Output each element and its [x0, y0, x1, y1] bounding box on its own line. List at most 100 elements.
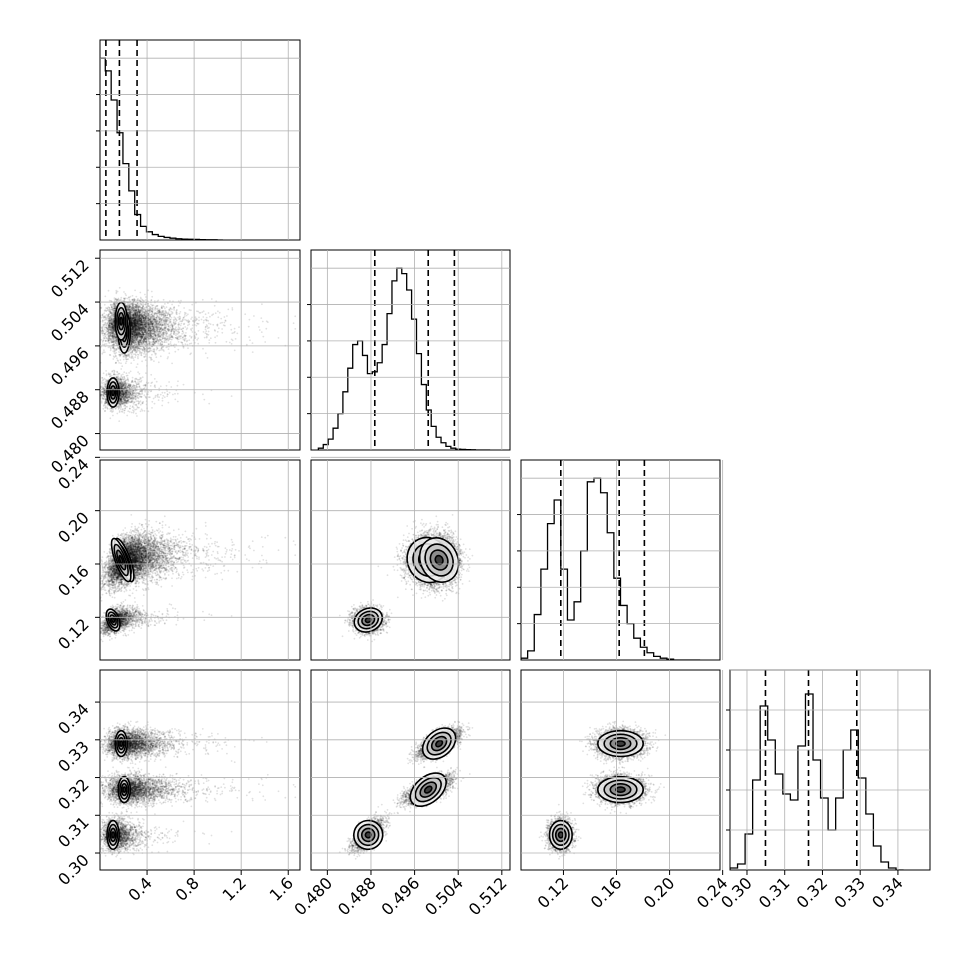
scatter-point: [139, 339, 142, 341]
scatter-point: [153, 300, 156, 302]
scatter-point: [101, 314, 104, 317]
scatter-point: [137, 298, 139, 300]
scatter-point: [113, 329, 115, 332]
scatter-point: [132, 331, 134, 333]
scatter-point: [224, 319, 227, 322]
scatter-point: [141, 315, 144, 318]
scatter-point: [145, 340, 148, 343]
scatter-point: [245, 343, 248, 346]
scatter-point: [132, 335, 135, 338]
scatter-point: [131, 379, 134, 382]
scatter-point: [181, 343, 184, 346]
scatter-point: [128, 308, 130, 311]
scatter-point: [141, 306, 144, 309]
scatter-point: [160, 319, 163, 321]
scatter-point: [176, 330, 179, 333]
scatter-point: [133, 324, 136, 327]
scatter-point: [141, 336, 144, 339]
scatter-point: [133, 326, 135, 329]
scatter-point: [133, 319, 136, 321]
scatter-point: [117, 378, 120, 381]
scatter-point: [104, 321, 107, 324]
scatter-point: [223, 316, 226, 318]
scatter-point: [132, 325, 135, 328]
scatter-point: [107, 326, 110, 329]
scatter-point: [209, 315, 211, 318]
scatter-point: [147, 319, 150, 322]
scatter-point: [148, 340, 150, 343]
scatter-point: [101, 330, 104, 332]
scatter-point: [167, 302, 169, 304]
scatter-point: [144, 353, 147, 356]
scatter-point: [142, 313, 145, 316]
scatter-point: [133, 340, 136, 342]
scatter-point: [129, 305, 132, 308]
scatter-point: [145, 313, 148, 315]
scatter-point: [150, 321, 152, 323]
scatter-point: [139, 340, 142, 342]
scatter-point: [111, 336, 114, 339]
scatter-point: [158, 326, 161, 329]
scatter-point: [120, 383, 123, 386]
scatter-point: [144, 317, 147, 319]
scatter-point: [147, 327, 150, 330]
scatter-point: [101, 382, 104, 385]
scatter-point: [131, 333, 134, 336]
scatter-point: [152, 321, 154, 323]
scatter-point: [141, 316, 144, 319]
scatter-point: [136, 314, 139, 317]
scatter-point: [134, 392, 137, 394]
scatter-point: [186, 339, 189, 342]
scatter-point: [174, 328, 177, 330]
scatter-point: [118, 353, 121, 356]
scatter-point: [112, 332, 115, 335]
scatter-point: [120, 410, 123, 413]
scatter-point: [138, 305, 140, 308]
scatter-point: [184, 334, 186, 337]
scatter-point: [110, 323, 113, 326]
scatter-point: [152, 338, 155, 341]
scatter-point: [154, 396, 157, 399]
scatter-point: [213, 329, 216, 331]
scatter-point: [120, 386, 123, 389]
scatter-point: [138, 317, 141, 320]
scatter-point: [143, 313, 146, 316]
scatter-point: [126, 392, 128, 395]
scatter-point: [141, 360, 144, 363]
scatter-point: [126, 398, 129, 401]
scatter-point: [122, 391, 124, 394]
scatter-point: [124, 390, 127, 392]
scatter-point: [143, 319, 146, 322]
scatter-point: [145, 296, 147, 298]
scatter-point: [138, 372, 141, 375]
scatter-point: [123, 412, 126, 414]
scatter-point: [144, 331, 147, 333]
scatter-point: [143, 348, 146, 351]
scatter-point: [152, 343, 155, 346]
scatter-point: [134, 319, 137, 322]
scatter-point: [148, 313, 151, 316]
scatter-point: [129, 318, 132, 321]
scatter-point: [153, 402, 156, 405]
scatter-point: [129, 308, 132, 311]
scatter-point: [159, 338, 162, 341]
scatter-point: [135, 327, 137, 329]
scatter-point: [174, 392, 176, 395]
scatter-point: [134, 345, 137, 348]
scatter-point: [112, 317, 115, 320]
scatter-point: [134, 312, 136, 314]
scatter-point: [134, 333, 137, 336]
scatter-point: [135, 326, 138, 329]
scatter-point: [136, 363, 139, 365]
scatter-point: [140, 319, 143, 321]
scatter-point: [137, 332, 140, 335]
scatter-point: [163, 396, 166, 398]
scatter-point: [205, 316, 208, 319]
scatter-point: [135, 338, 138, 341]
scatter-point: [111, 322, 114, 325]
scatter-point: [154, 324, 157, 326]
scatter-point: [171, 325, 174, 328]
scatter-point: [135, 337, 138, 339]
scatter-point: [121, 365, 124, 368]
scatter-point: [119, 399, 121, 401]
